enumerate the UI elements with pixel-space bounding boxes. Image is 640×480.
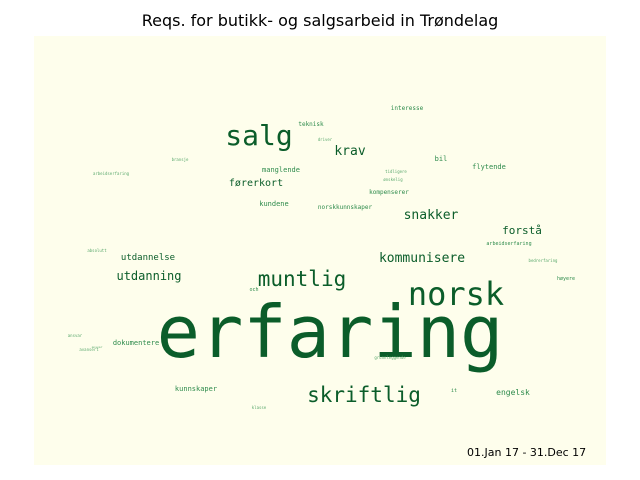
word-14: flytende	[472, 163, 506, 171]
word-18: kundene	[259, 200, 289, 208]
word-17: bil	[435, 155, 448, 163]
word-16: manglende	[262, 166, 300, 174]
word-32: ønskelig	[383, 177, 403, 182]
word-27: klasse	[252, 405, 267, 410]
word-1: norsk	[408, 275, 504, 313]
word-13: kunnskaper	[175, 385, 217, 393]
word-5: kommunisere	[379, 251, 465, 266]
word-7: snakker	[404, 208, 459, 223]
word-0: erfaring	[157, 290, 504, 374]
word-22: teknisk	[298, 121, 324, 128]
word-36: bedrerfaring	[529, 258, 558, 263]
word-33: driver	[318, 137, 333, 142]
word-31: tidligere	[385, 169, 407, 174]
word-24: høyere	[557, 276, 575, 282]
word-30: arbeidserfaring	[93, 171, 130, 176]
word-19: interesse	[391, 105, 424, 112]
word-35: absolutt	[87, 248, 107, 253]
word-37: avansert	[79, 347, 99, 352]
word-26: it	[451, 388, 457, 394]
word-2: salg	[225, 119, 292, 152]
word-29: bransje	[172, 157, 189, 162]
word-23: arbeidserfaring	[486, 241, 531, 247]
cloud-panel	[34, 36, 606, 465]
word-28: grunnleggende	[374, 355, 406, 360]
chart-title: Reqs. for butikk- og salgsarbeid in Trøn…	[141, 11, 499, 30]
word-10: utdannelse	[121, 253, 175, 263]
word-6: krav	[334, 144, 365, 159]
word-21: kompenserer	[369, 189, 409, 196]
word-34: ansvar	[68, 333, 83, 338]
date-range-annotation: 01.Jan 17 - 31.Dec 17	[467, 446, 587, 459]
word-9: forstå	[502, 224, 542, 237]
word-4: skriftlig	[307, 383, 421, 407]
word-8: utdanning	[116, 269, 181, 283]
word-15: dokumentere	[113, 339, 159, 347]
word-38: ansvar	[92, 345, 103, 349]
word-25: och	[249, 287, 258, 293]
word-11: førerkort	[229, 178, 283, 189]
word-12: engelsk	[496, 388, 530, 397]
word-3: muntlig	[258, 267, 347, 291]
word-20: norskkunnskaper	[318, 204, 373, 211]
